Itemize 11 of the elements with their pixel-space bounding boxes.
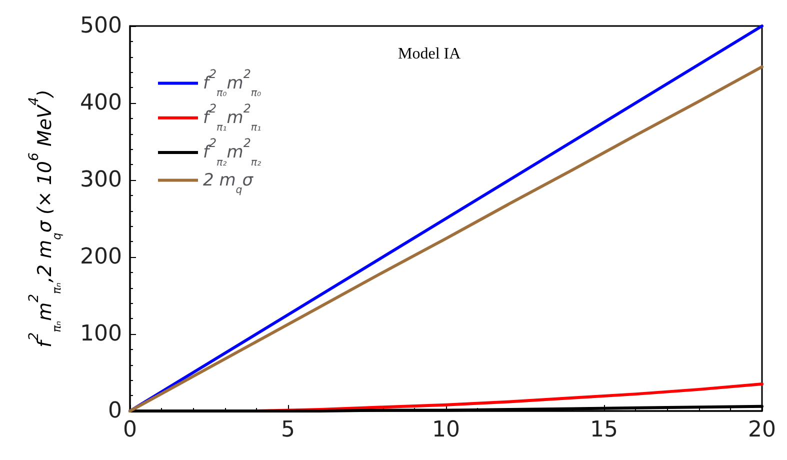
x-tick-label: 20 xyxy=(748,418,776,442)
y-tick-label: 100 xyxy=(80,322,122,346)
y-tick-label: 200 xyxy=(80,244,122,270)
x-tick-label: 5 xyxy=(281,418,295,442)
x-tick-label: 10 xyxy=(432,418,460,442)
y-tick-label: 400 xyxy=(80,90,122,116)
annotation: Model IA xyxy=(398,46,462,62)
y-tick-label: 0 xyxy=(108,398,122,424)
y-tick-label: 300 xyxy=(80,168,122,192)
y-tick-label: 500 xyxy=(80,14,122,38)
x-tick-label: 15 xyxy=(590,418,618,442)
